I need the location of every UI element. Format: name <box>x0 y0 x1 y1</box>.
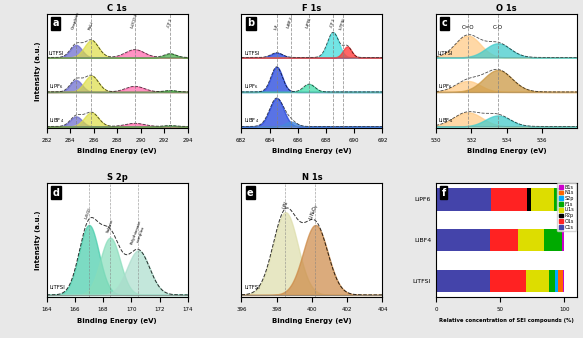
Text: C=O: C=O <box>462 25 474 30</box>
Text: LiBF$_4$: LiBF$_4$ <box>438 116 453 125</box>
Legend: B1s, N1s, S2p, F1s, Li1s, P2p, O1s, C1s: B1s, N1s, S2p, F1s, Li1s, P2p, O1s, C1s <box>557 183 576 231</box>
Text: LiTFSI: LiTFSI <box>339 17 347 30</box>
X-axis label: Binding Energy (eV): Binding Energy (eV) <box>272 148 352 154</box>
Y-axis label: Intensity (a.u.): Intensity (a.u.) <box>35 211 41 270</box>
Title: C 1s: C 1s <box>107 4 127 13</box>
Text: e: e <box>247 188 254 197</box>
Bar <box>491 188 527 211</box>
Bar <box>554 188 564 211</box>
X-axis label: Binding Energy (eV): Binding Energy (eV) <box>78 148 157 154</box>
Text: LiF: LiF <box>274 23 279 30</box>
Bar <box>490 229 518 251</box>
Text: LiPF$_6$: LiPF$_6$ <box>304 16 315 30</box>
Bar <box>436 188 491 211</box>
Text: LiTFSI: LiTFSI <box>245 285 261 290</box>
Text: LiTFSI: LiTFSI <box>438 51 453 56</box>
Text: -CF$_3$: -CF$_3$ <box>165 17 175 30</box>
Bar <box>527 188 531 211</box>
Text: LiTFSI: LiTFSI <box>49 51 64 56</box>
Text: Sulfate: Sulfate <box>106 219 114 234</box>
Bar <box>549 270 556 292</box>
Text: b: b <box>247 18 254 28</box>
Bar <box>562 229 564 251</box>
Bar <box>490 270 526 292</box>
Text: LiPF$_6$: LiPF$_6$ <box>438 82 452 91</box>
Text: LiSO$_3$: LiSO$_3$ <box>83 206 95 221</box>
Title: F 1s: F 1s <box>302 4 322 13</box>
Text: LiBF$_4$: LiBF$_4$ <box>49 116 64 125</box>
Text: LiBF$_4$: LiBF$_4$ <box>244 116 259 125</box>
Text: f: f <box>442 188 446 197</box>
Text: Polythionate
complex: Polythionate complex <box>130 220 147 246</box>
Bar <box>558 270 563 292</box>
Text: LiTFSI: LiTFSI <box>244 51 259 56</box>
Text: LiN$_x$O$_y$: LiN$_x$O$_y$ <box>308 202 324 222</box>
Title: S 2p: S 2p <box>107 173 128 182</box>
Text: a: a <box>52 18 59 28</box>
X-axis label: Binding Energy (eV): Binding Energy (eV) <box>78 318 157 324</box>
Bar <box>518 229 544 251</box>
X-axis label: Binding Energy (eV): Binding Energy (eV) <box>272 318 352 324</box>
X-axis label: Binding Energy (eV): Binding Energy (eV) <box>467 148 546 154</box>
Text: d: d <box>52 188 59 197</box>
Text: Graphite: Graphite <box>71 10 81 30</box>
Bar <box>436 229 490 251</box>
Bar <box>526 270 549 292</box>
Text: LiN: LiN <box>282 200 289 210</box>
Title: O 1s: O 1s <box>496 4 517 13</box>
Text: LiPF$_6$: LiPF$_6$ <box>244 82 259 91</box>
X-axis label: Relative concentration of SEI compounds (%): Relative concentration of SEI compounds … <box>439 318 574 323</box>
Y-axis label: Intensity (a.u.): Intensity (a.u.) <box>35 41 41 100</box>
Text: LiPF$_6$: LiPF$_6$ <box>49 82 64 91</box>
Text: Li$_2$CO$_3$: Li$_2$CO$_3$ <box>129 12 141 30</box>
Title: N 1s: N 1s <box>301 173 322 182</box>
Bar <box>531 188 554 211</box>
Bar <box>556 270 558 292</box>
Bar <box>436 270 490 292</box>
Text: C-O: C-O <box>493 25 503 30</box>
Bar <box>544 229 562 251</box>
Bar <box>563 270 564 292</box>
Text: c: c <box>442 18 448 28</box>
Text: -CF$_3$: -CF$_3$ <box>328 17 338 30</box>
Text: RoLi: RoLi <box>88 20 94 30</box>
Text: LiTFSI: LiTFSI <box>50 285 65 290</box>
Text: LiBF$_4$: LiBF$_4$ <box>285 15 296 30</box>
